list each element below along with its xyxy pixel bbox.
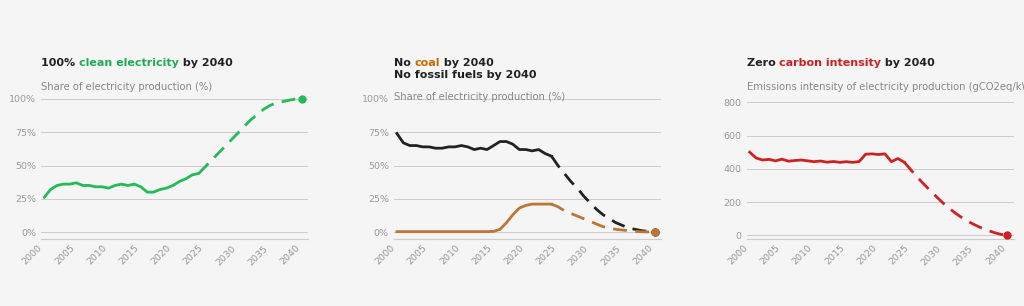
Text: Zero: Zero bbox=[746, 58, 779, 68]
Text: Share of electricity production (%): Share of electricity production (%) bbox=[41, 82, 212, 92]
Text: 100%: 100% bbox=[41, 58, 79, 68]
Text: carbon intensity: carbon intensity bbox=[779, 58, 881, 68]
Text: No fossil fuels by 2040: No fossil fuels by 2040 bbox=[394, 70, 537, 80]
Text: by 2040: by 2040 bbox=[881, 58, 935, 68]
Text: clean electricity: clean electricity bbox=[79, 58, 179, 68]
Text: by 2040: by 2040 bbox=[179, 58, 232, 68]
Text: by 2040: by 2040 bbox=[440, 58, 494, 68]
Text: No: No bbox=[394, 58, 415, 68]
Text: Share of electricity production (%): Share of electricity production (%) bbox=[394, 92, 565, 102]
Text: Emissions intensity of electricity production (gCO2eq/kWh): Emissions intensity of electricity produ… bbox=[746, 82, 1024, 92]
Text: coal: coal bbox=[415, 58, 440, 68]
